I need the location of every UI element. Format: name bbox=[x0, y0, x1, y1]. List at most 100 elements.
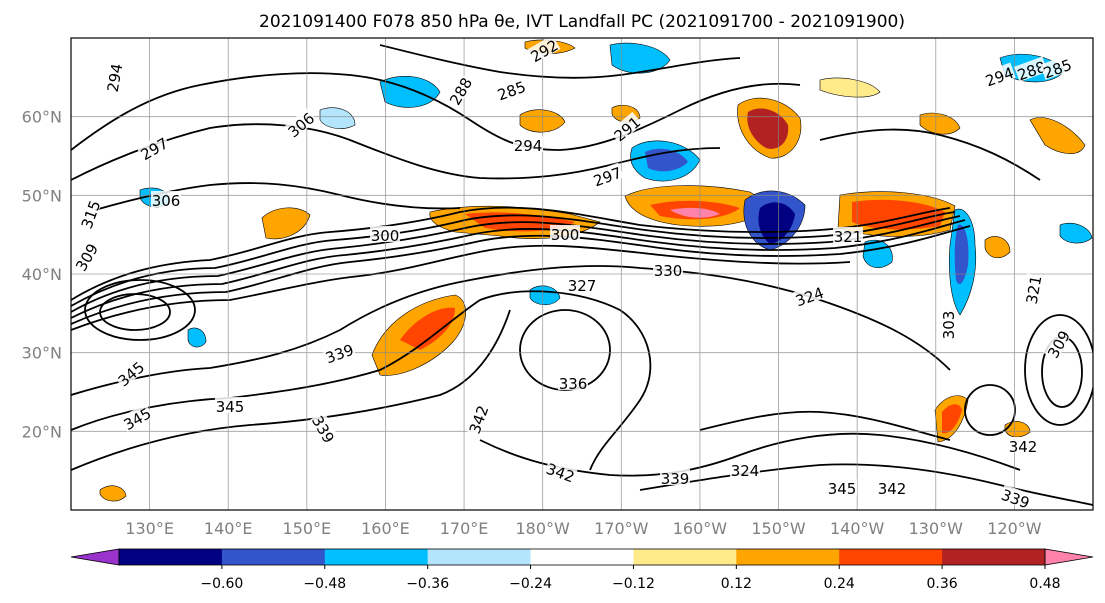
contour-label-bg bbox=[215, 397, 245, 413]
contour-label-bg bbox=[999, 484, 1033, 510]
contour-jet-1 bbox=[71, 206, 951, 301]
contour-label-text: 336 bbox=[559, 375, 588, 393]
map-frame bbox=[70, 37, 1094, 511]
contour-ne-cell-1 bbox=[964, 384, 1016, 436]
contour-label: 327 bbox=[567, 276, 597, 295]
lon-tick-label: 130°W bbox=[909, 519, 964, 538]
figure-title: 2021091400 F078 850 hPa θe, IVT Landfall… bbox=[259, 12, 905, 32]
colorbar-tick-label: 0.12 bbox=[721, 576, 752, 592]
lat-tick-labels: 60°N 50°N 40°N 30°N 20°N bbox=[22, 108, 62, 442]
contour-label-bg bbox=[513, 136, 543, 152]
shade-positive-east-3 bbox=[1004, 421, 1031, 438]
colorbar-segment bbox=[839, 549, 943, 565]
contour-label: 300 bbox=[370, 226, 400, 245]
contour-label-bg bbox=[1042, 326, 1072, 361]
colorbar-segment bbox=[942, 549, 1046, 565]
contour-sub-6 bbox=[699, 410, 951, 441]
contour-label-text: 300 bbox=[551, 226, 580, 244]
contour-label-bg bbox=[1021, 273, 1043, 306]
contour-label-bg bbox=[113, 356, 147, 389]
contour-label-bg bbox=[119, 402, 154, 432]
contour-sub-1 bbox=[71, 265, 951, 396]
colorbar-tick-label: 0.24 bbox=[824, 576, 855, 592]
contour-label-text: 300 bbox=[371, 227, 400, 245]
lat-tick-label: 60°N bbox=[22, 108, 62, 127]
lon-tick-label: 150°W bbox=[751, 519, 806, 538]
contour-label: 339 bbox=[660, 469, 690, 488]
contour-label-bg bbox=[151, 191, 181, 207]
contour-north-5 bbox=[819, 128, 1041, 181]
contour-label-bg bbox=[544, 458, 578, 484]
contour-label-bg bbox=[660, 469, 690, 485]
contour-label-bg bbox=[310, 411, 340, 446]
colorbar bbox=[70, 548, 1094, 566]
contour-label-text: 321 bbox=[1023, 274, 1046, 305]
lon-tick-label: 170°E bbox=[440, 519, 489, 538]
contour-west-vortex-1 bbox=[84, 279, 196, 341]
shading-layer bbox=[99, 39, 1093, 502]
lon-tick-label: 120°W bbox=[987, 519, 1042, 538]
colorbar-tick-label: 0.36 bbox=[927, 576, 958, 592]
contour-east-cyclone-1 bbox=[1024, 314, 1093, 426]
shade-positive-south-1 bbox=[99, 485, 127, 502]
contour-north-4 bbox=[379, 44, 741, 79]
contour-label-bg bbox=[558, 374, 588, 390]
contour-label-bg bbox=[283, 107, 317, 140]
lon-tick-label: 170°W bbox=[594, 519, 649, 538]
contour-label-bg bbox=[370, 226, 400, 242]
lat-tick-label: 20°N bbox=[22, 422, 62, 441]
shade-negative-coast-core bbox=[954, 224, 969, 285]
lon-tick-label: 140°W bbox=[830, 519, 885, 538]
colorbar-tick-label: −0.48 bbox=[303, 576, 346, 592]
shade-positive-north-2 bbox=[1029, 117, 1086, 154]
contour-label-text: 327 bbox=[568, 277, 597, 295]
contour-label-text: 345 bbox=[216, 398, 245, 416]
shade-positive-gulf-core bbox=[747, 108, 789, 149]
lon-tick-label: 180°W bbox=[516, 519, 571, 538]
shade-positive-north-3 bbox=[919, 112, 961, 135]
contour-label: 309 bbox=[71, 239, 102, 274]
contour-label: 321 bbox=[833, 227, 863, 246]
shade-positive-subtropic-1-core bbox=[400, 307, 455, 350]
contour-label: 345 bbox=[827, 479, 857, 498]
contour-label-text: 324 bbox=[731, 462, 760, 480]
contour-label-bg bbox=[494, 76, 528, 102]
shade-negative-nw-2 bbox=[609, 42, 671, 74]
colorbar-segment bbox=[633, 549, 737, 565]
contour-label-bg bbox=[730, 461, 760, 477]
contour-label: 303 bbox=[939, 310, 958, 340]
lat-tick-label: 50°N bbox=[22, 186, 62, 205]
colorbar-tick-labels: −0.60 −0.48 −0.36 −0.24 −0.12 0.12 0.24 0.36 0.4… bbox=[200, 565, 1061, 592]
contour-jet-4 bbox=[71, 219, 966, 319]
shade-positive-west-jet bbox=[261, 207, 311, 240]
contour-label-text: 294 bbox=[104, 62, 127, 93]
colorbar-segment bbox=[427, 549, 532, 565]
shade-negative-jet-exit-core bbox=[758, 202, 795, 244]
contour-jet-3 bbox=[71, 215, 961, 313]
contour-label-bg bbox=[444, 73, 474, 108]
contour-label-bg bbox=[102, 61, 124, 94]
contour-label-bg bbox=[609, 111, 643, 144]
contour-label-bg bbox=[526, 38, 561, 64]
contour-label-bg bbox=[76, 197, 102, 231]
lon-tick-label: 160°W bbox=[673, 519, 728, 538]
colorbar-segment bbox=[324, 549, 429, 565]
lon-tick-label: 150°E bbox=[283, 519, 332, 538]
contour-label-bg bbox=[464, 402, 490, 436]
shade-negative-west-2 bbox=[187, 327, 207, 348]
contour-label: 294 bbox=[102, 61, 127, 94]
colorbar-extend-high bbox=[1044, 548, 1094, 566]
colorbar-tick-label: 0.48 bbox=[1029, 576, 1060, 592]
contour-label-bg bbox=[1008, 437, 1038, 453]
contour-label-text: 342 bbox=[1009, 438, 1038, 456]
contour-sub-3 bbox=[71, 309, 511, 471]
contour-label-text: 303 bbox=[940, 311, 958, 340]
contour-label-bg bbox=[1014, 56, 1048, 82]
contour-label-text: 330 bbox=[654, 262, 683, 280]
shade-positive-ne-core bbox=[852, 199, 945, 230]
colorbar-tick-label: −0.36 bbox=[406, 576, 449, 592]
lon-tick-label: 140°E bbox=[204, 519, 253, 538]
contour-sub-5 bbox=[639, 463, 1093, 506]
contour-north-2 bbox=[71, 123, 721, 181]
